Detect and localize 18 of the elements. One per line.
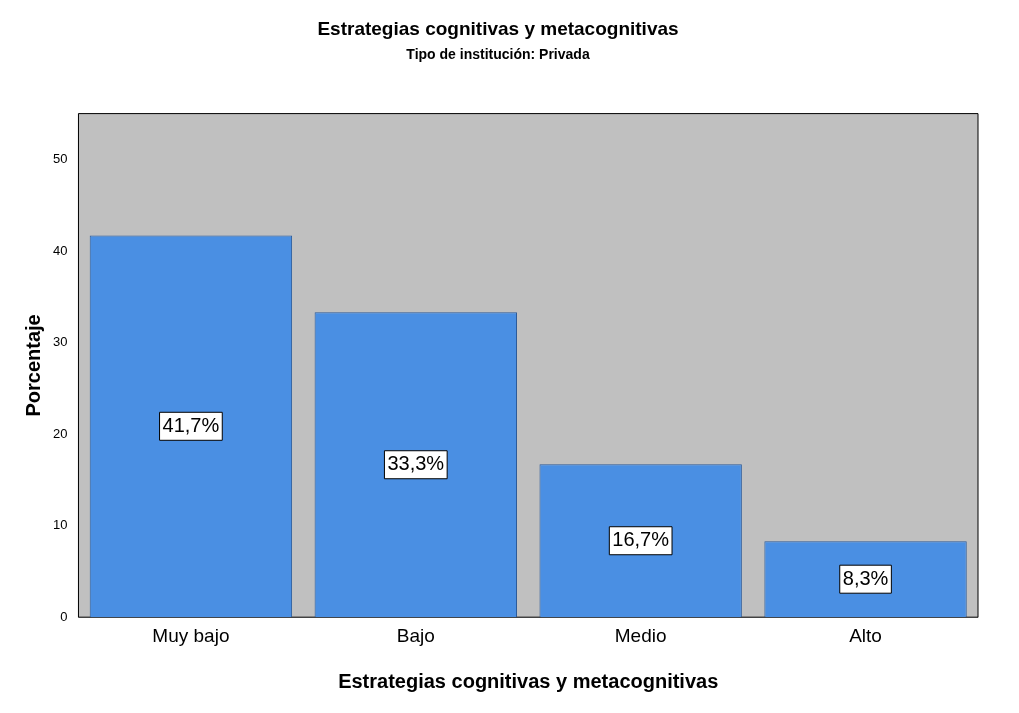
data-label: 41,7% — [162, 413, 220, 436]
y-tick-label: 50 — [52, 150, 68, 166]
y-axis-title: Porcentaje — [21, 314, 44, 417]
x-tick-label: Medio — [614, 624, 667, 646]
data-label: 33,3% — [387, 452, 445, 475]
y-tick-label: 0 — [60, 608, 68, 624]
x-tick-label: Alto — [849, 624, 882, 646]
data-label: 8,3% — [842, 566, 889, 589]
y-tick-label: 20 — [52, 425, 68, 441]
x-tick-label: Bajo — [396, 624, 435, 646]
y-tick-label: 30 — [52, 334, 68, 350]
chart-subtitle: Tipo de institución: Privada — [406, 46, 590, 63]
x-tick-label: Muy bajo — [152, 624, 230, 646]
y-tick-label: 10 — [52, 517, 68, 533]
chart-title: Estrategias cognitivas y metacognitivas — [317, 17, 679, 39]
data-label: 16,7% — [612, 528, 670, 551]
y-tick-label: 40 — [52, 242, 68, 258]
x-axis-title: Estrategias cognitivas y metacognitivas — [338, 669, 719, 692]
